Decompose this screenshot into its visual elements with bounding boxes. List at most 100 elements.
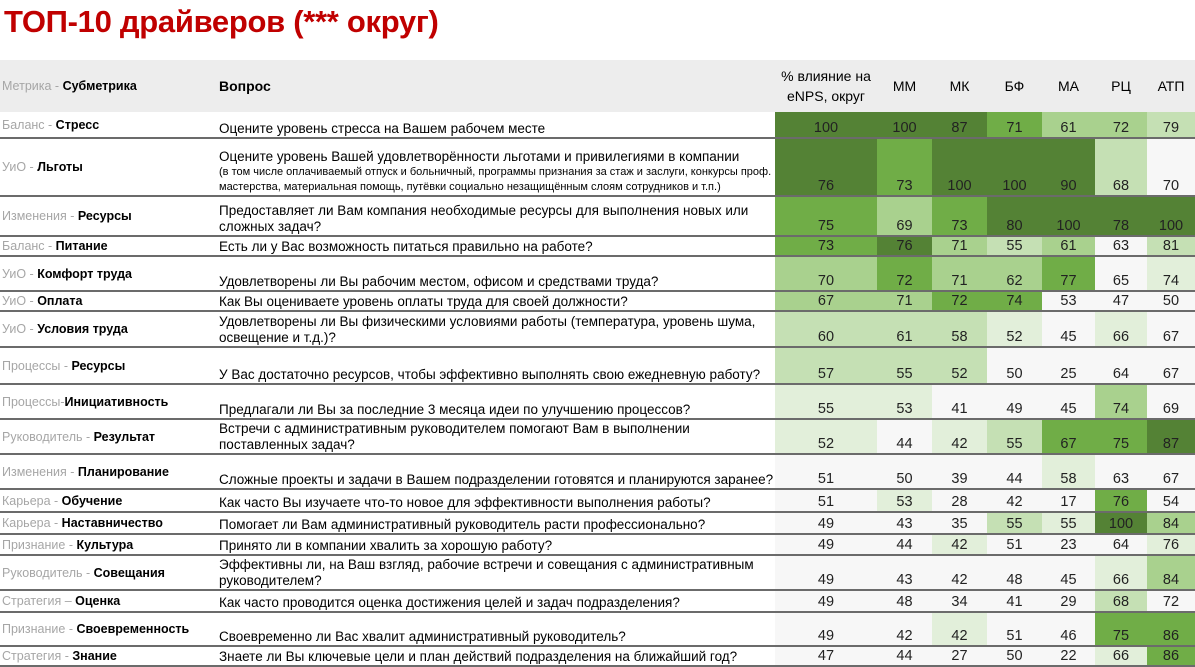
value-cell: 72 — [932, 291, 987, 312]
value-cell: 74 — [1147, 256, 1195, 292]
metric-label: Карьера - — [2, 493, 62, 508]
value-cell: 72 — [1147, 590, 1195, 613]
submetric-label: Условия труда — [37, 322, 128, 336]
header-question: Вопрос — [215, 60, 775, 112]
submetric-label: Оплата — [37, 294, 83, 308]
question-text: Удовлетворены ли Вы рабочим местом, офис… — [219, 274, 659, 289]
value-cell: 43 — [877, 555, 932, 591]
question-text: Эффективны ли, на Ваш взгляд, рабочие вс… — [219, 557, 754, 588]
metric-label: Изменения - — [2, 464, 78, 479]
value-cell: 23 — [1042, 534, 1095, 556]
value-cell: 75 — [1095, 612, 1147, 647]
question-text: Предлагали ли Вы за последние 3 месяца и… — [219, 402, 691, 417]
value-cell: 67 — [1147, 454, 1195, 490]
question-cell: Как часто проводится оценка достижения ц… — [215, 590, 775, 613]
value-cell: 58 — [932, 311, 987, 348]
value-cell: 61 — [1042, 236, 1095, 257]
value-cell: 86 — [1147, 646, 1195, 667]
value-cell: 49 — [775, 512, 877, 535]
question-text: Предоставляет ли Вам компания необходимы… — [219, 203, 749, 234]
header-col-enps: % влияние на eNPS, округ — [775, 60, 877, 112]
metric-label: Стратегия – — [2, 594, 76, 608]
question-text: Помогает ли Вам административный руковод… — [219, 517, 706, 532]
submetric-label: Знание — [72, 649, 117, 663]
question-cell: Есть ли у Вас возможность питаться прави… — [215, 236, 775, 257]
value-cell: 57 — [775, 347, 877, 385]
value-cell: 81 — [1147, 236, 1195, 257]
value-cell: 66 — [1095, 646, 1147, 667]
value-cell: 76 — [1095, 489, 1147, 513]
value-cell: 17 — [1042, 489, 1095, 513]
header-col-rc: РЦ — [1095, 60, 1147, 112]
value-cell: 51 — [775, 489, 877, 513]
question-cell: Как Вы оцениваете уровень оплаты труда д… — [215, 291, 775, 312]
value-cell: 42 — [932, 555, 987, 591]
submetric-label: Комфорт труда — [37, 266, 132, 281]
value-cell: 43 — [877, 512, 932, 535]
metric-cell: Признание - Культура — [0, 534, 215, 556]
question-text: Как часто Вы изучаете что-то новое для э… — [219, 495, 711, 510]
question-text: Сложные проекты и задачи в Вашем подразд… — [219, 472, 774, 487]
value-cell: 54 — [1147, 489, 1195, 513]
value-cell: 68 — [1095, 138, 1147, 197]
metric-cell: Руководитель - Результат — [0, 419, 215, 455]
question-text: У Вас достаточно ресурсов, чтобы эффекти… — [219, 367, 761, 382]
question-text: Удовлетворены ли Вы физическими условиям… — [219, 314, 756, 345]
metric-label: УиО - — [2, 322, 38, 336]
value-cell: 39 — [932, 454, 987, 490]
value-cell: 42 — [932, 419, 987, 455]
value-cell: 44 — [877, 534, 932, 556]
table-row: Баланс - Питание Есть ли у Вас возможност… — [0, 236, 1195, 257]
question-text: Оцените уровень Вашей удовлетворённости … — [219, 149, 740, 164]
metric-label: Процессы- — [2, 394, 65, 409]
submetric-label: Льготы — [37, 160, 83, 174]
value-cell: 44 — [987, 454, 1042, 490]
value-cell: 60 — [775, 311, 877, 348]
value-cell: 69 — [1147, 384, 1195, 420]
value-cell: 53 — [1042, 291, 1095, 312]
value-cell: 49 — [775, 534, 877, 556]
value-cell: 42 — [987, 489, 1042, 513]
value-cell: 100 — [1095, 512, 1147, 535]
submetric-label: Культура — [76, 537, 134, 552]
value-cell: 84 — [1147, 555, 1195, 591]
value-cell: 50 — [987, 646, 1042, 667]
submetric-label: Ресурсы — [71, 358, 126, 373]
question-text: Как часто проводится оценка достижения ц… — [219, 595, 680, 610]
table-row: Баланс - Стресс Оцените уровень стресса н… — [0, 112, 1195, 139]
value-cell: 53 — [877, 384, 932, 420]
submetric-label: Инициативность — [64, 394, 169, 409]
submetric-label: Планирование — [77, 464, 169, 479]
header-submetric-label: Субметрика — [62, 79, 137, 93]
table-row: Руководитель - Результат Встречи с админи… — [0, 419, 1195, 455]
question-cell: Эффективны ли, на Ваш взгляд, рабочие вс… — [215, 555, 775, 591]
value-cell: 84 — [1147, 512, 1195, 535]
value-cell: 70 — [1147, 138, 1195, 197]
question-cell: Предлагали ли Вы за последние 3 месяца и… — [215, 384, 775, 420]
metric-cell: Процессы - Ресурсы — [0, 347, 215, 385]
table-row: Признание - Своевременность Своевременно … — [0, 612, 1195, 647]
metric-label: Руководитель - — [2, 429, 94, 444]
value-cell: 45 — [1042, 311, 1095, 348]
value-cell: 42 — [932, 612, 987, 647]
value-cell: 55 — [987, 419, 1042, 455]
question-text: Принято ли в компании хвалить за хорошую… — [219, 538, 553, 553]
value-cell: 73 — [775, 236, 877, 257]
metric-cell: Стратегия – Оценка — [0, 590, 215, 613]
value-cell: 41 — [932, 384, 987, 420]
table-row: УиО - Льготы Оцените уровень Вашей удовле… — [0, 138, 1195, 197]
value-cell: 76 — [1147, 534, 1195, 556]
value-cell: 100 — [1147, 196, 1195, 237]
metric-cell: УиО - Оплата — [0, 291, 215, 312]
drivers-table: Метрика - Субметрика Вопрос % влияние на… — [0, 60, 1195, 667]
value-cell: 52 — [932, 347, 987, 385]
value-cell: 44 — [877, 646, 932, 667]
value-cell: 55 — [1042, 512, 1095, 535]
metric-label: Процессы - — [2, 358, 72, 373]
value-cell: 55 — [987, 236, 1042, 257]
metric-label: УиО - — [2, 294, 38, 308]
value-cell: 73 — [877, 138, 932, 197]
value-cell: 47 — [1095, 291, 1147, 312]
question-cell: Знаете ли Вы ключевые цели и план действ… — [215, 646, 775, 667]
metric-label: УиО - — [2, 160, 38, 174]
